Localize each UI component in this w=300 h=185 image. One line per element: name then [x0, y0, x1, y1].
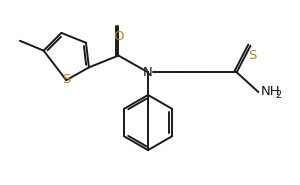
Text: S: S	[248, 49, 256, 62]
Text: NH: NH	[260, 85, 280, 97]
Text: O: O	[113, 30, 124, 43]
Text: S: S	[62, 73, 70, 86]
Text: 2: 2	[275, 90, 281, 100]
Text: N: N	[143, 66, 153, 79]
